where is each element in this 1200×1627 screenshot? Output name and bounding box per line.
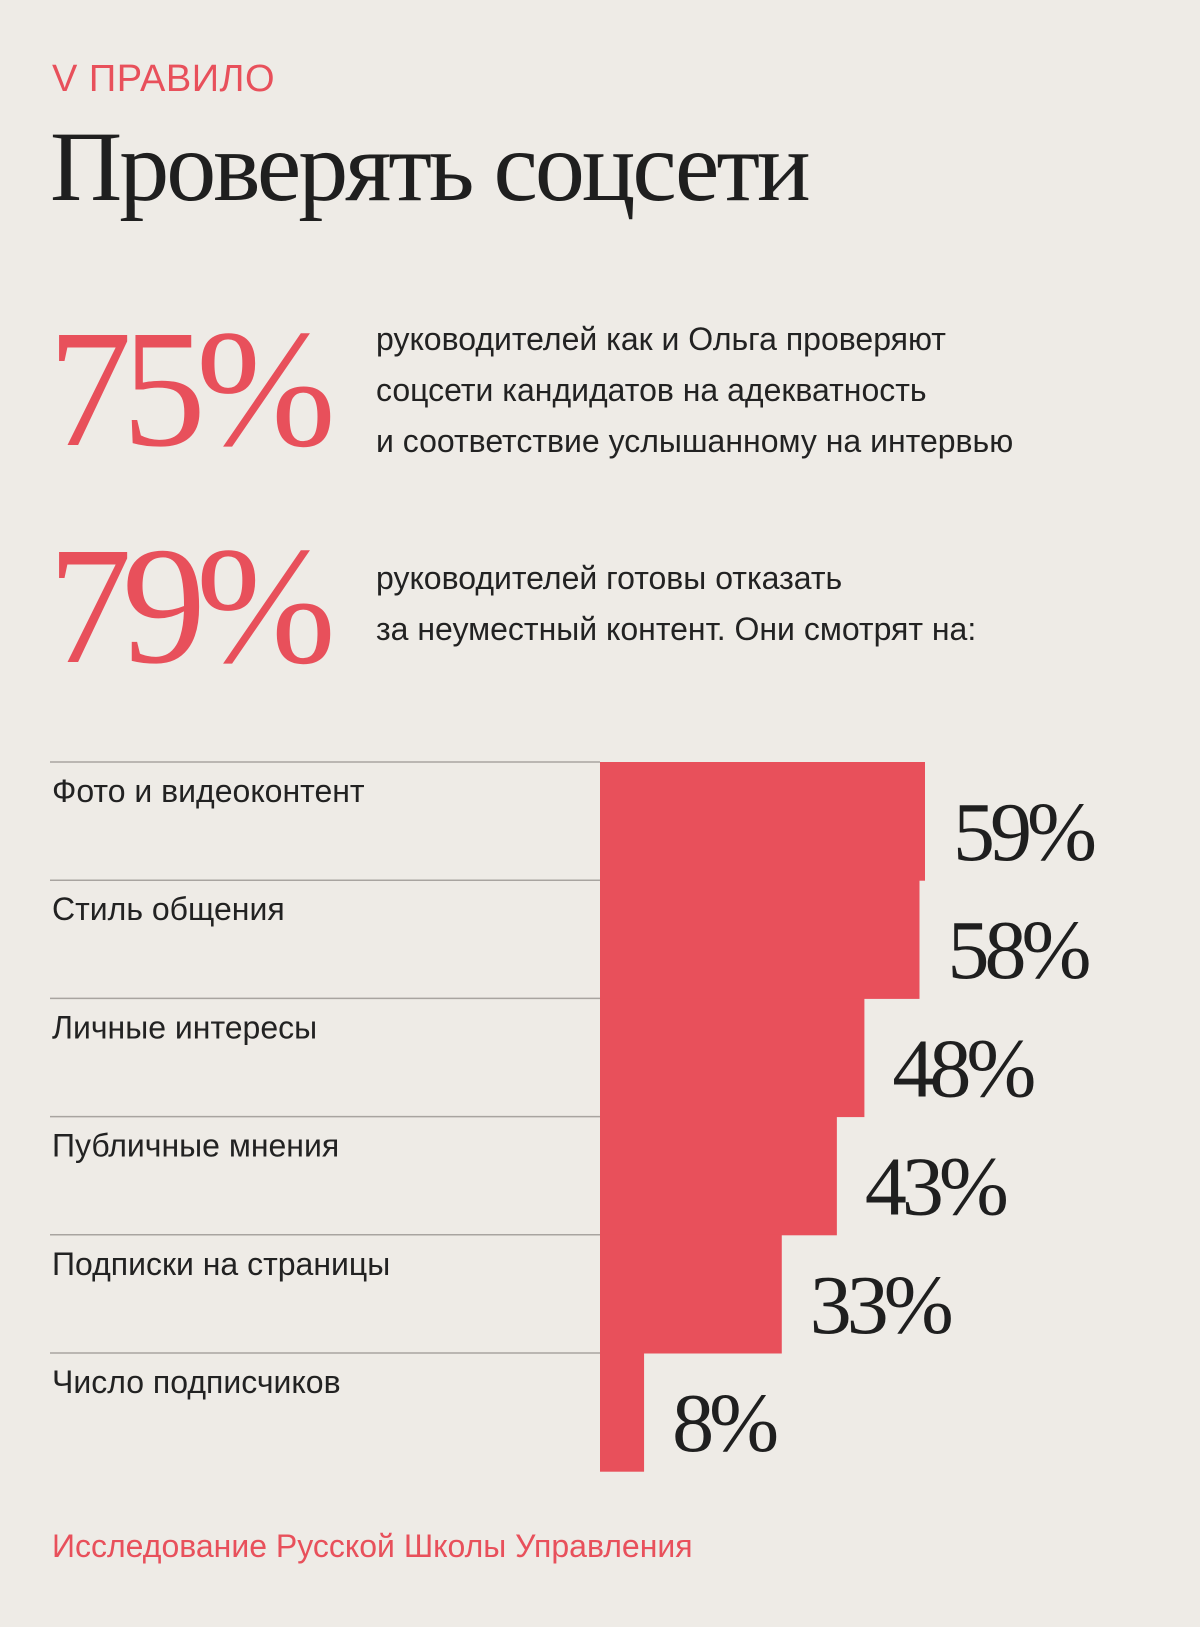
stat-value-75: 75%: [48, 296, 336, 482]
category-label: Число подписчиков: [52, 1364, 341, 1400]
category-label: Подписки на страницы: [52, 1246, 390, 1282]
stat-value-79: 79%: [48, 513, 336, 699]
page-title: Проверять соцсети: [50, 111, 811, 222]
bar: [600, 998, 865, 1118]
value-label: 58%: [947, 904, 1089, 997]
category-label: Личные интересы: [52, 1009, 317, 1045]
bar: [600, 1353, 645, 1472]
bar: [600, 762, 925, 881]
source-note: Исследование Русской Школы Управления: [52, 1528, 693, 1564]
value-label: 33%: [810, 1259, 952, 1352]
value-label: 59%: [953, 786, 1095, 879]
value-label: 43%: [865, 1141, 1007, 1234]
section-label: V ПРАВИЛО: [52, 58, 276, 100]
bar: [600, 1116, 837, 1236]
bar: [600, 880, 920, 999]
value-label: 48%: [892, 1022, 1034, 1115]
value-label: 8%: [672, 1377, 777, 1470]
stat-line: руководителей готовы отказать: [376, 560, 843, 596]
stat-description-79: руководителей готовы отказать за неумест…: [376, 553, 976, 655]
stat-line: и соответствие услышанному на интервью: [376, 423, 1014, 459]
bar: [600, 1234, 782, 1354]
stat-line: руководителей как и Ольга проверяют: [376, 321, 946, 357]
category-label: Фото и видеоконтент: [52, 773, 365, 809]
category-label: Публичные мнения: [52, 1128, 339, 1164]
stat-line: за неуместный контент. Они смотрят на:: [376, 611, 977, 647]
stat-line: соцсети кандидатов на адекватность: [376, 372, 927, 408]
stat-description-75: руководителей как и Ольга проверяют соцс…: [376, 314, 1013, 467]
category-label: Стиль общения: [52, 891, 285, 927]
